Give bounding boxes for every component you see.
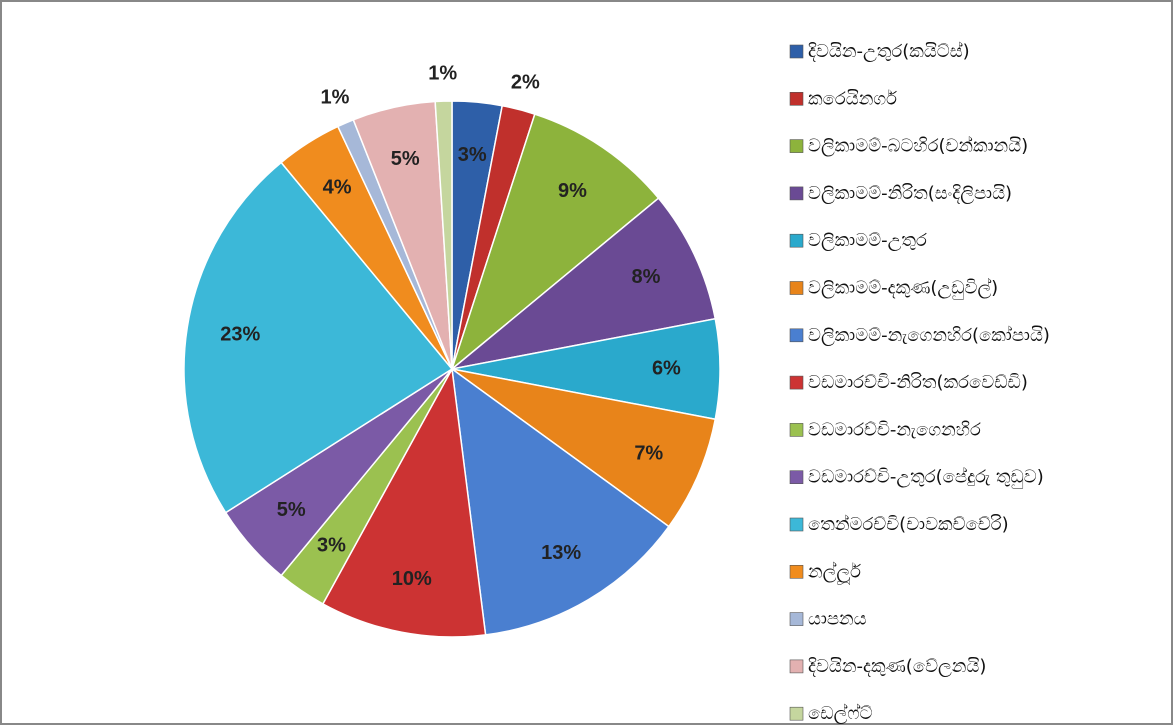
legend-label: කරෙයිනගර් <box>808 88 897 109</box>
legend-label: වඩමාරච්චි-නැගෙනහිර <box>808 419 981 440</box>
slice-label: 3% <box>458 144 487 166</box>
legend-label: වඩමාරච්චි-උතුර(පේදුරු තුඩුව) <box>808 467 1044 488</box>
legend-label: වලිකාමම්-නැගෙනහිර(කෝපායි) <box>808 325 1050 346</box>
slice-label: 4% <box>323 176 352 198</box>
legend-swatch <box>789 233 804 248</box>
legend-swatch <box>789 375 804 390</box>
pie-slice <box>451 197 717 370</box>
pie-slice <box>434 100 453 370</box>
legend-swatch <box>789 564 804 579</box>
legend-swatch <box>789 92 804 106</box>
slice-label: 1% <box>320 87 349 109</box>
legend-label: තෙන්මරච්චි(චාවකච්චේරි) <box>808 514 1009 535</box>
slice-label: 5% <box>391 148 420 170</box>
legend-label: වලිකාමම්-නිරිත(සංදිලිපායි) <box>808 183 1012 204</box>
legend-swatch <box>789 470 804 485</box>
legend-label: වලිකාමම්-බටහිර(චන්කානයි) <box>808 135 1028 156</box>
pie-slice <box>451 368 717 528</box>
slice-label: 6% <box>652 357 681 379</box>
legend-swatch <box>789 706 804 721</box>
pie-slice <box>451 367 670 636</box>
legend-swatch <box>789 186 804 201</box>
legend-swatch <box>789 281 804 295</box>
slice-label: 5% <box>277 499 306 521</box>
legend-swatch <box>789 328 804 343</box>
pie-slice <box>321 366 487 638</box>
slice-label: 7% <box>634 442 663 464</box>
legend-swatch <box>789 139 804 153</box>
legend-swatch <box>789 423 804 437</box>
pie: 3% 2% 9% 8% 6% 7% 13% 10% 3% 5% 23% 4% 1% 5% 1% <box>183 63 721 638</box>
legend-swatch <box>789 659 804 674</box>
legend-swatch <box>789 517 804 532</box>
slice-label: 3% <box>317 535 346 557</box>
legend-label: දිවයින-දකුණ(වේලනයි) <box>808 656 986 677</box>
legend-label: දිවයින-උතුර(කයිට්ස්) <box>808 41 970 62</box>
legend-label: ඩෙල්ෆ්ට් <box>808 703 873 724</box>
slice-label: 23% <box>220 324 260 346</box>
slice-label: 10% <box>392 568 432 590</box>
legend-label: වලිකාමම්-උතුර <box>808 230 927 251</box>
legend-swatch <box>789 612 804 626</box>
legend-label: වඩමාරච්චි-නිරිත(කරවෙඩ්ඩි) <box>808 372 1028 393</box>
pie-slice <box>183 161 454 514</box>
slice-label: 2% <box>511 72 540 94</box>
legend: දිවයින-උතුර(කයිට්ස්) කරෙයිනගර් වලිකාමම්-බට… <box>789 41 1050 724</box>
slice-label: 8% <box>632 266 661 288</box>
slice-label: 13% <box>541 542 581 564</box>
legend-label: නල්ලූර් <box>808 561 861 585</box>
legend-label: යාපනය <box>808 609 867 630</box>
legend-label: වලිකාමම්-දකුණ(උඩුවිල්) <box>808 277 998 298</box>
slice-label: 1% <box>428 63 457 85</box>
pie-slice <box>450 113 660 372</box>
slice-label: 9% <box>558 180 587 202</box>
legend-swatch <box>789 44 804 59</box>
